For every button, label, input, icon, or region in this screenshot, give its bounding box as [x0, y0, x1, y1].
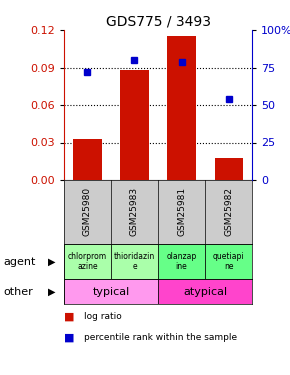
Bar: [111, 244, 158, 279]
Bar: [64, 279, 158, 304]
Text: agent: agent: [3, 256, 35, 267]
Text: other: other: [3, 286, 33, 297]
Text: ■: ■: [64, 333, 74, 342]
Text: ▶: ▶: [48, 286, 55, 297]
Bar: [215, 158, 243, 180]
Text: GSM25981: GSM25981: [177, 188, 186, 237]
Text: chlorprom
azine: chlorprom azine: [68, 252, 107, 271]
Text: ▶: ▶: [48, 256, 55, 267]
Text: GSM25982: GSM25982: [224, 188, 233, 236]
Text: ■: ■: [64, 312, 74, 322]
Text: thioridazin
e: thioridazin e: [114, 252, 155, 271]
Text: GSM25983: GSM25983: [130, 188, 139, 237]
Bar: [168, 36, 196, 180]
Text: percentile rank within the sample: percentile rank within the sample: [84, 333, 237, 342]
Text: log ratio: log ratio: [84, 312, 122, 321]
Bar: [73, 139, 102, 180]
Bar: [64, 244, 111, 279]
Text: GSM25980: GSM25980: [83, 188, 92, 237]
Text: olanzap
ine: olanzap ine: [166, 252, 197, 271]
Text: typical: typical: [92, 286, 130, 297]
Bar: [120, 70, 148, 180]
Bar: [158, 244, 205, 279]
Title: GDS775 / 3493: GDS775 / 3493: [106, 15, 211, 29]
Text: atypical: atypical: [183, 286, 227, 297]
Bar: [158, 279, 252, 304]
Text: quetiapi
ne: quetiapi ne: [213, 252, 244, 271]
Bar: [205, 244, 252, 279]
